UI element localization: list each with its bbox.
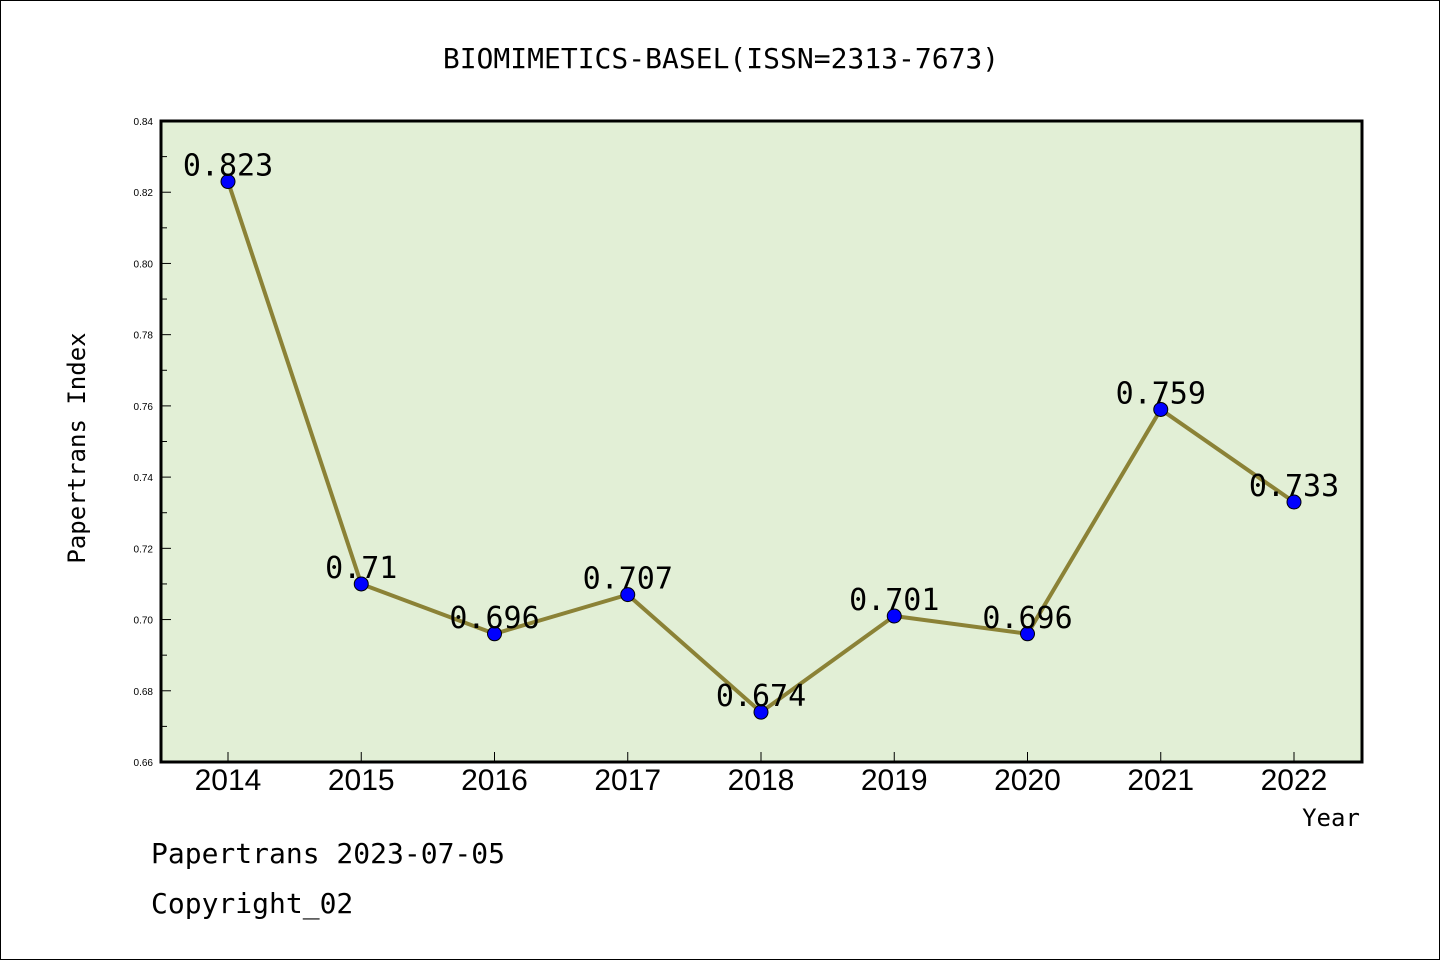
data-label: 0.759 (1116, 376, 1206, 411)
data-point (353, 576, 369, 592)
chart-title: BIOMIMETICS-BASEL(ISSN=2313-7673) (443, 42, 999, 75)
y-axis-label: Papertrans Index (63, 332, 91, 563)
data-label: 0.823 (183, 149, 273, 184)
x-tick-label: 2014 (195, 764, 262, 797)
y-tick-label: 0.74 (134, 473, 154, 484)
data-label: 0.674 (716, 679, 806, 714)
y-tick-label: 0.78 (134, 331, 154, 342)
data-point (753, 704, 769, 720)
data-label: 0.701 (849, 583, 939, 618)
x-tick-label: 2021 (1127, 764, 1194, 797)
footer-date: Papertrans 2023-07-05 (151, 837, 506, 870)
data-label: 0.696 (982, 601, 1072, 636)
data-point (220, 174, 236, 190)
x-tick-label: 2018 (728, 764, 795, 797)
y-tick-label: 0.68 (134, 687, 154, 698)
x-axis-label: Year (1302, 804, 1360, 832)
x-tick-label: 2019 (861, 764, 928, 797)
data-point (1153, 401, 1169, 417)
data-labels: 0.823 0.71 0.696 0.707 0.674 0.701 0.696 0.759 0… (183, 149, 1339, 715)
data-label: 0.707 (583, 562, 673, 597)
data-label: 0.733 (1249, 469, 1339, 504)
data-point (1286, 494, 1302, 510)
data-point (620, 587, 636, 603)
x-tick-label: 2016 (461, 764, 528, 797)
y-tick-label: 0.76 (134, 402, 154, 413)
footer-copyright: Copyright_02 (151, 887, 354, 920)
plot-area (161, 121, 1362, 762)
y-tick-label: 0.70 (134, 616, 154, 627)
plot-border (159, 119, 1364, 764)
data-label: 0.71 (325, 551, 397, 586)
x-tick-label: 2017 (594, 764, 661, 797)
data-label: 0.696 (449, 601, 539, 636)
y-tick-label: 0.82 (134, 188, 154, 199)
x-axis-ticks: 2014 2015 2016 2017 2018 2019 2020 2021 2022 (195, 752, 1328, 797)
series-layer (220, 174, 1302, 720)
x-tick-label: 2015 (328, 764, 395, 797)
y-tick-label: 0.66 (134, 758, 154, 769)
data-point (487, 626, 502, 642)
y-tick-label: 0.72 (134, 544, 154, 555)
x-tick-label: 2022 (1261, 764, 1328, 797)
data-point (1020, 626, 1035, 642)
y-tick-label: 0.84 (134, 117, 154, 128)
x-tick-label: 2020 (994, 764, 1061, 797)
data-point (886, 608, 902, 624)
y-tick-label: 0.80 (134, 259, 154, 270)
